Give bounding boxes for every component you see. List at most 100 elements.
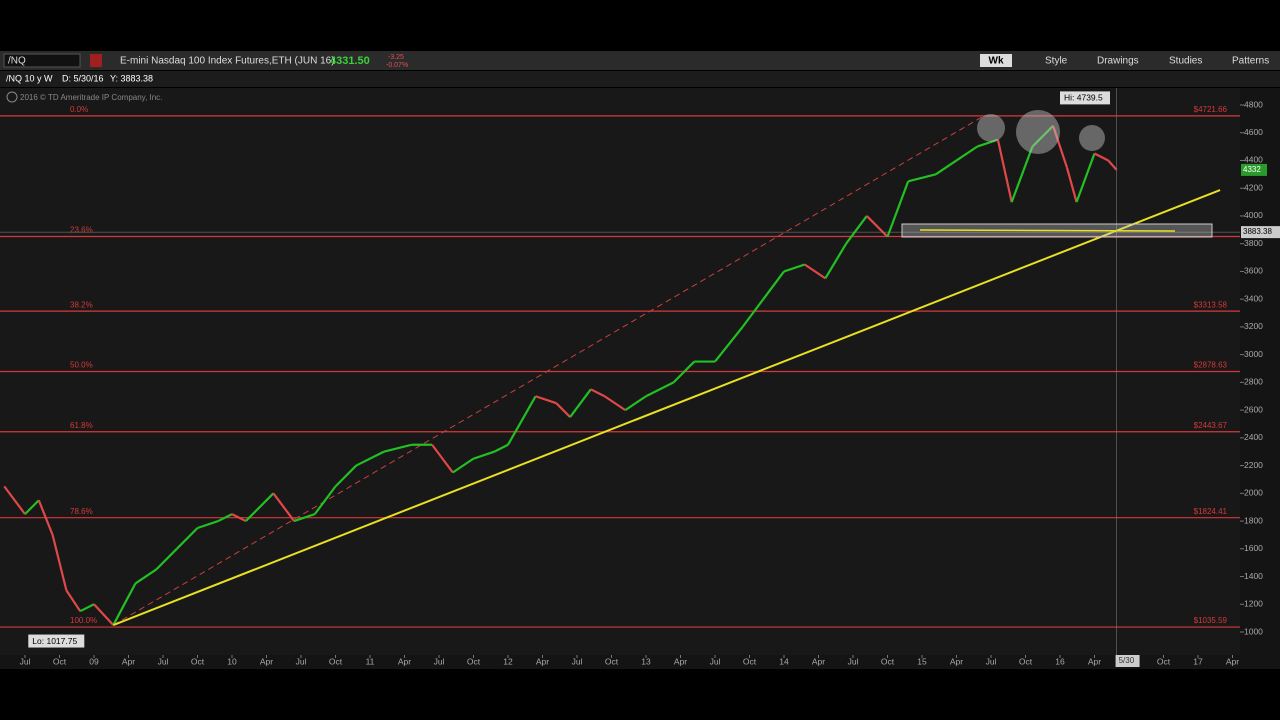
price-segment (741, 298, 765, 328)
price-segment (93, 603, 115, 626)
y-tick-label: 2400 (1244, 432, 1263, 442)
price-segment (493, 443, 509, 453)
x-tick-label: Jul (158, 656, 169, 666)
x-tick-label: 15 (917, 656, 927, 666)
support-line (919, 229, 1176, 232)
price-segment (1052, 125, 1068, 168)
price-segment (51, 534, 68, 591)
cursor-date: D: 5/30/16 (62, 73, 104, 83)
x-tick-label: Oct (881, 656, 895, 666)
price-segment (217, 513, 233, 523)
price-segment (24, 499, 40, 515)
fib-price: $1824.41 (1194, 507, 1228, 516)
x-tick-label: Apr (536, 656, 549, 666)
description: E-mini Nasdaq 100 Index Futures,ETH (JUN… (120, 56, 335, 67)
fib-price: $3313.58 (1194, 300, 1228, 309)
price-segment (783, 263, 806, 273)
status-bar (0, 71, 1280, 87)
info-icon[interactable] (6, 91, 18, 103)
top-highlight (1079, 125, 1105, 151)
fib-price: $1035.59 (1194, 616, 1228, 625)
price-segment (624, 395, 647, 412)
price-segment (996, 139, 1013, 203)
price-segment (886, 180, 910, 238)
price-segment (1010, 146, 1034, 203)
symbol: /NQ (8, 56, 26, 67)
price-segment (907, 173, 937, 183)
time-axis (0, 655, 1280, 669)
x-tick-label: Apr (812, 656, 825, 666)
price-segment (866, 215, 889, 238)
y-tick-label: 4200 (1244, 182, 1263, 192)
price-segment (65, 589, 82, 612)
chart-name: /NQ 10 y W (6, 73, 53, 83)
price-segment (197, 520, 219, 530)
x-tick-label: Apr (398, 656, 411, 666)
price-segment (1107, 159, 1118, 171)
x-tick-label: Apr (950, 656, 963, 666)
x-tick-label: Oct (329, 656, 343, 666)
price-segment (473, 450, 495, 460)
price-segment (714, 326, 744, 363)
price-segment (79, 603, 95, 613)
trend-line (112, 189, 1221, 626)
channel-line (113, 114, 986, 626)
style-button[interactable]: Style (1045, 56, 1068, 67)
y-tick-label: 2200 (1244, 460, 1263, 470)
studies-button[interactable]: Studies (1169, 56, 1202, 67)
last-price-box (1241, 163, 1267, 176)
last-price-label: 4332 (1243, 165, 1261, 174)
copyright: 2016 © TD Ameritrade IP Company, Inc. (20, 93, 162, 102)
y-tick-label: 1200 (1244, 599, 1263, 609)
price-segment (804, 263, 827, 280)
link-icon[interactable] (90, 54, 102, 67)
x-tick-label: 11 (366, 656, 375, 666)
y-tick-label: 2000 (1244, 488, 1263, 498)
y-tick-label: 3000 (1244, 349, 1263, 359)
x-tick-label: 12 (503, 656, 513, 666)
price-segment (603, 395, 626, 412)
fib-pct: 100.0% (70, 616, 97, 625)
x-tick-label: Oct (191, 656, 205, 666)
price-segment (272, 492, 295, 522)
price-segment (645, 381, 675, 398)
x-tick-label: 14 (779, 656, 789, 666)
x-tick-label: Oct (743, 656, 757, 666)
price-axis (1240, 88, 1280, 655)
cursor-price: 3883.38 (1243, 227, 1272, 236)
y-tick-label: 1400 (1244, 571, 1263, 581)
y-tick-label: 2600 (1244, 404, 1263, 414)
y-tick-label: 1800 (1244, 515, 1263, 525)
y-tick-label: 4600 (1244, 127, 1263, 137)
price-segment (293, 513, 316, 523)
x-tick-label: Jul (434, 656, 445, 666)
price-segment (569, 388, 592, 418)
y-tick-label: 4000 (1244, 210, 1263, 220)
symbol-box[interactable] (3, 53, 81, 68)
x-tick-label: Apr (122, 656, 135, 666)
price-segment (824, 243, 848, 279)
price-segment (935, 159, 958, 176)
top-highlight (1016, 110, 1060, 154)
low-label: Lo: 1017.75 (32, 636, 77, 646)
y-tick-label: 4800 (1244, 99, 1263, 109)
fib-price: $2878.63 (1194, 361, 1228, 370)
toolbar (0, 51, 1280, 70)
y-tick-label: 1000 (1244, 626, 1263, 636)
price-segment (555, 402, 571, 418)
drawings-button[interactable]: Drawings (1097, 56, 1139, 67)
price-segment (452, 457, 475, 474)
x-tick-label: Jul (20, 656, 31, 666)
x-tick-label: Oct (467, 656, 481, 666)
x-tick-label: Apr (1088, 656, 1101, 666)
fib-pct: 50.0% (70, 361, 93, 370)
patterns-button[interactable]: Patterns (1232, 56, 1269, 67)
price-segment (535, 395, 557, 405)
price-segment (134, 568, 157, 585)
x-tick-label: 09 (89, 656, 99, 666)
cursor-price-box (1241, 226, 1280, 239)
aggregation-button[interactable] (980, 54, 1012, 67)
price-segment (955, 145, 978, 162)
x-tick-label: Jul (296, 656, 307, 666)
x-tick-label: Jul (572, 656, 583, 666)
